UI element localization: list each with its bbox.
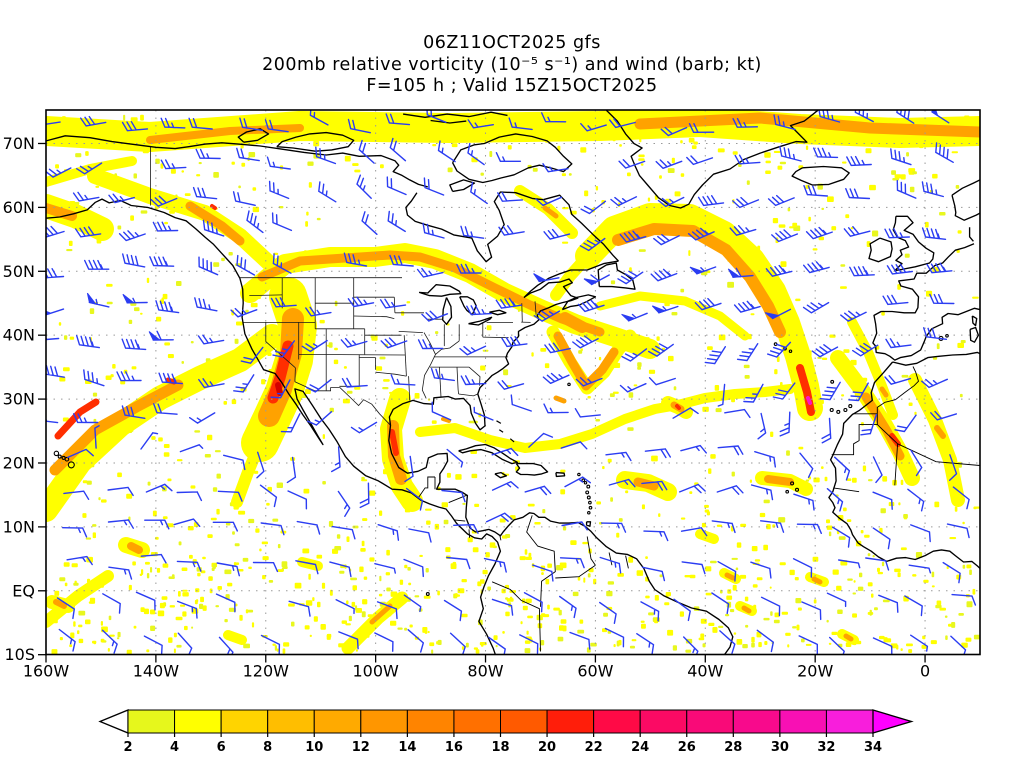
colorbar-segment bbox=[313, 709, 362, 734]
lat-tick-label: 50N bbox=[3, 262, 35, 281]
lon-tick-label: 80W bbox=[467, 662, 503, 681]
lon-tick-label: 100W bbox=[352, 662, 399, 681]
colorbar-tick-label: 6 bbox=[217, 740, 226, 755]
colorbar-segment bbox=[779, 709, 827, 734]
colorbar-segment bbox=[127, 709, 176, 734]
lon-tick-label: 160W bbox=[23, 662, 70, 681]
lon-tick-label: 140W bbox=[133, 662, 180, 681]
lon-tick-label: 40W bbox=[687, 662, 723, 681]
colorbar-tick-label: 30 bbox=[771, 740, 789, 755]
lat-tick-label: EQ bbox=[12, 581, 35, 600]
colorbar-segment bbox=[593, 709, 641, 734]
colorbar-segment bbox=[267, 709, 315, 734]
colorbar-tick-label: 32 bbox=[817, 740, 835, 755]
title-run: 06Z11OCT2025 gfs bbox=[423, 33, 601, 53]
colorbar-under-arrow bbox=[98, 709, 129, 734]
lat-tick-label: 60N bbox=[3, 198, 35, 217]
lon-tick-label: 20W bbox=[797, 662, 833, 681]
vorticity-filaments bbox=[46, 110, 980, 655]
colorbar-segment bbox=[500, 709, 548, 734]
colorbar-over-arrow bbox=[872, 709, 914, 734]
latitude-axis: 70N 60N 50N 40N 30N 20N 10N EQ 10S bbox=[3, 134, 46, 664]
colorbar-segment bbox=[686, 709, 734, 734]
colorbar-tick-label: 22 bbox=[585, 740, 603, 755]
colorbar-segment bbox=[174, 709, 222, 734]
map-frame bbox=[45, 109, 981, 656]
colorbar-tick-label: 20 bbox=[538, 740, 556, 755]
lon-tick-label: 0 bbox=[920, 662, 930, 681]
lat-tick-label: 40N bbox=[3, 326, 35, 345]
lon-tick-label: 120W bbox=[243, 662, 290, 681]
colorbar-tick-label: 12 bbox=[352, 740, 370, 755]
colorbar: 2 4 6 8 10 12 14 16 18 20 22 24 26 28 30 32 34 bbox=[98, 709, 914, 755]
lat-tick-label: 30N bbox=[3, 390, 35, 409]
colorbar-tick-label: 2 bbox=[123, 740, 132, 755]
longitude-axis: 160W 140W 120W 100W 80W 60W 40W 20W 0 bbox=[23, 654, 930, 681]
colorbar-tick-label: 26 bbox=[678, 740, 696, 755]
lat-tick-label: 10N bbox=[3, 517, 35, 536]
colorbar-segment bbox=[825, 709, 874, 734]
colorbar-tick-label: 16 bbox=[445, 740, 463, 755]
colorbar-segment bbox=[220, 709, 269, 734]
title-valid: F=105 h ; Valid 15Z15OCT2025 bbox=[366, 76, 658, 96]
colorbar-tick-label: 10 bbox=[305, 740, 323, 755]
wind-barbs bbox=[46, 110, 977, 655]
colorbar-tick-label: 28 bbox=[724, 740, 742, 755]
colorbar-tick-label: 14 bbox=[398, 740, 416, 755]
colorbar-segment bbox=[732, 709, 781, 734]
colorbar-segment bbox=[639, 709, 688, 734]
us-state-borders bbox=[150, 146, 537, 426]
lat-tick-label: 10S bbox=[4, 645, 35, 664]
title-variable: 200mb relative vorticity (10⁻⁵ s⁻¹) and … bbox=[262, 54, 762, 75]
colorbar-tick-label: 18 bbox=[491, 740, 509, 755]
lon-tick-label: 60W bbox=[577, 662, 613, 681]
colorbar-tick-label: 8 bbox=[263, 740, 272, 755]
chart-titles: 06Z11OCT2025 gfs 200mb relative vorticit… bbox=[0, 33, 1024, 98]
colorbar-segment bbox=[406, 709, 455, 734]
map-area bbox=[46, 110, 980, 655]
colorbar-tick-label: 24 bbox=[631, 740, 649, 755]
colorbar-segment bbox=[453, 709, 502, 734]
colorbar-tick-label: 4 bbox=[170, 740, 179, 755]
colorbar-tick-label: 34 bbox=[864, 740, 882, 755]
colorbar-segment bbox=[546, 709, 595, 734]
political-borders bbox=[418, 366, 980, 652]
lat-tick-label: 20N bbox=[3, 453, 35, 472]
colorbar-segment bbox=[360, 709, 408, 734]
vorticity-speckles bbox=[50, 112, 980, 655]
lat-tick-label: 70N bbox=[3, 134, 35, 153]
